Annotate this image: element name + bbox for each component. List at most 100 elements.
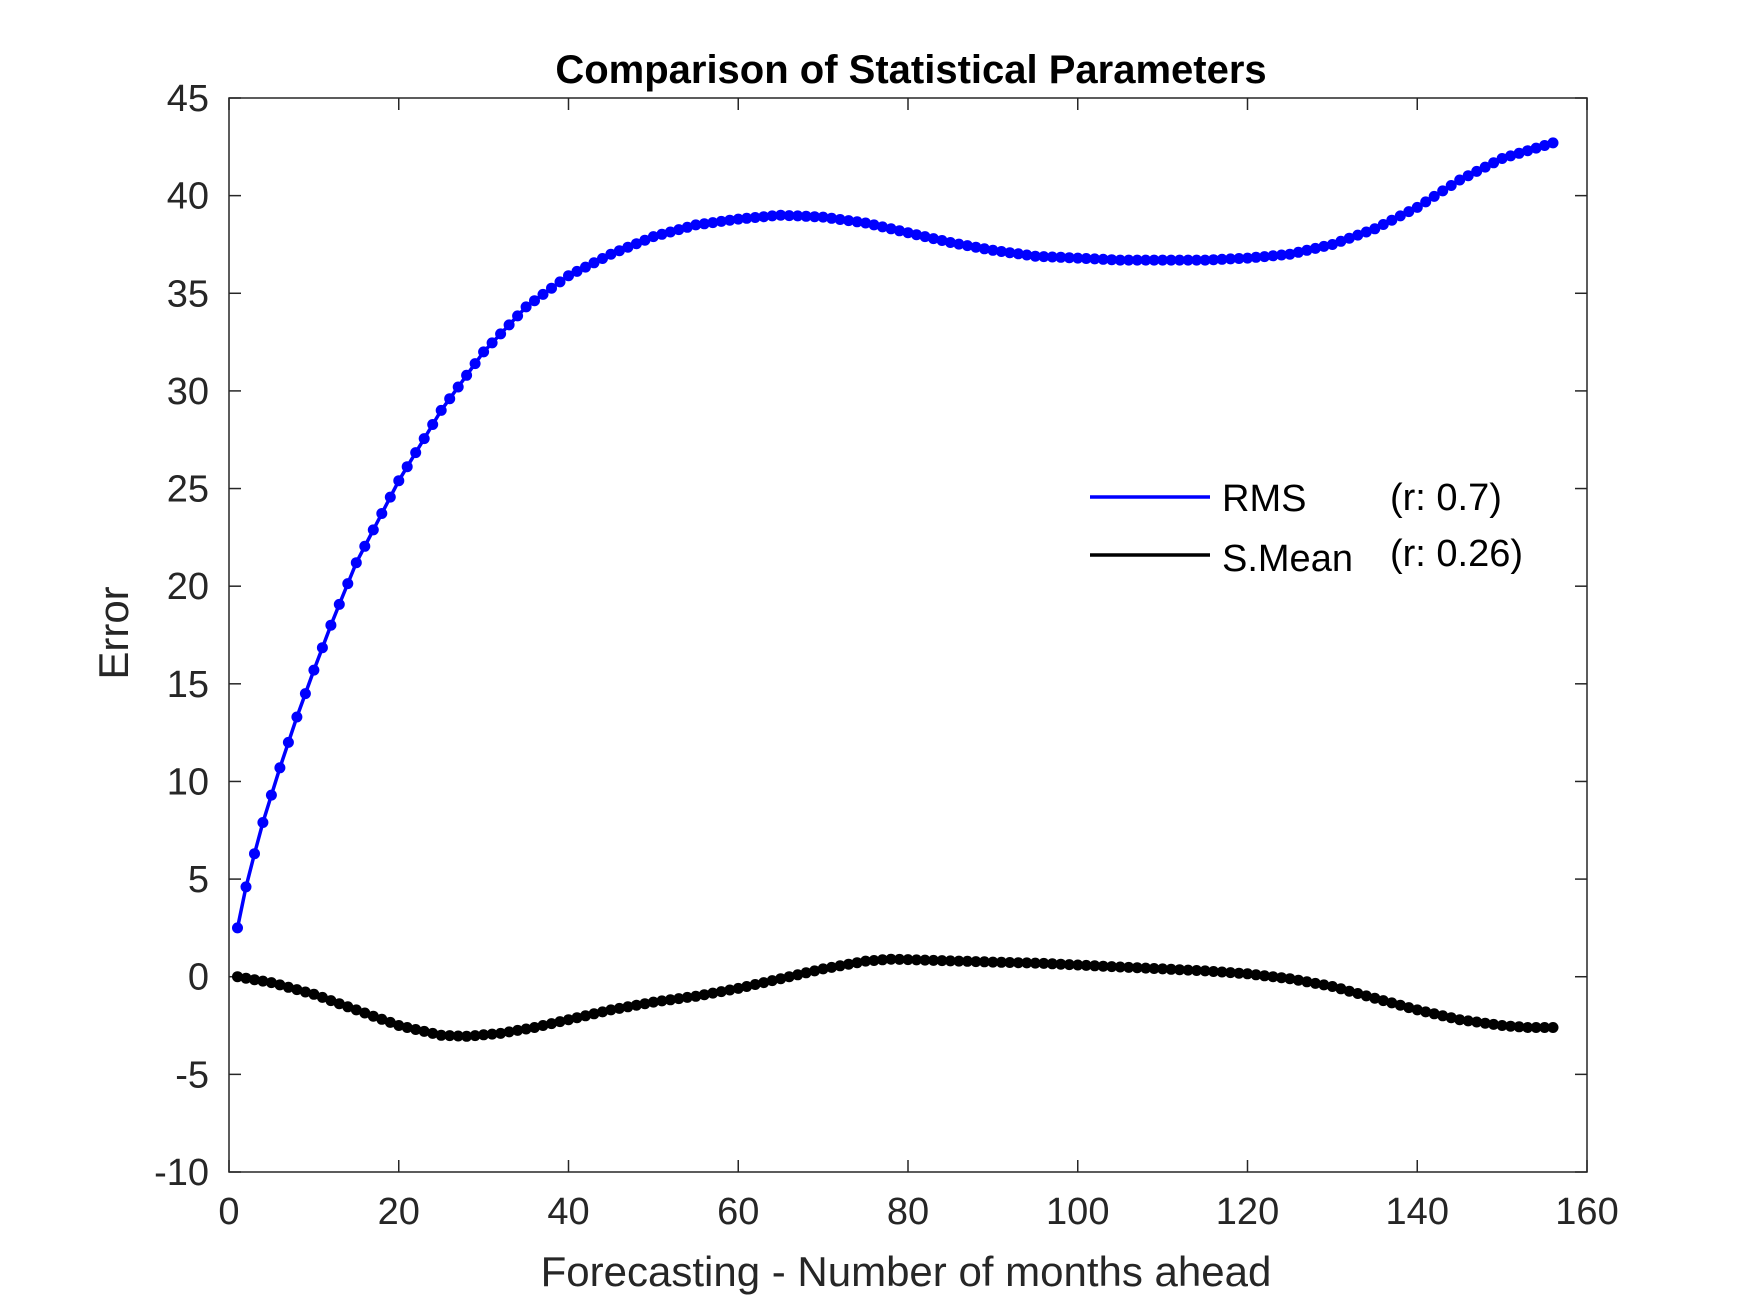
- x-tick-label: 160: [1555, 1191, 1618, 1233]
- data-point: [1513, 147, 1525, 159]
- data-point: [282, 736, 294, 748]
- data-point: [478, 1029, 490, 1041]
- data-point: [1360, 226, 1372, 238]
- data-point: [1072, 252, 1084, 264]
- data-point: [749, 979, 761, 990]
- legend: RMS (r: 0.7) S.Mean (r: 0.26): [1090, 477, 1523, 580]
- data-point: [944, 955, 956, 967]
- data-point: [1318, 979, 1330, 991]
- data-point: [1242, 252, 1253, 264]
- data-point: [707, 217, 719, 229]
- data-point: [1208, 966, 1219, 977]
- data-point: [571, 265, 583, 277]
- data-point: [664, 994, 676, 1006]
- data-point: [1131, 962, 1143, 974]
- data-point: [291, 711, 303, 723]
- data-point: [894, 953, 905, 965]
- data-point: [274, 762, 286, 774]
- data-point: [461, 369, 473, 381]
- data-point: [792, 210, 804, 222]
- axes: 0 20 40 60 80 100 120 140 160 -10 -5 0 5 10 15 20 25 30 35…: [154, 78, 1619, 1233]
- data-point: [715, 986, 727, 998]
- data-point: [580, 1010, 591, 1022]
- y-tick-label: 30: [167, 371, 209, 413]
- x-tick-label: 100: [1046, 1191, 1109, 1233]
- data-point: [1377, 995, 1389, 1007]
- data-point: [843, 958, 855, 970]
- data-point: [1055, 251, 1067, 263]
- data-point: [503, 1026, 515, 1038]
- data-point: [1021, 249, 1033, 261]
- data-point: [1386, 997, 1398, 1009]
- data-point: [469, 1030, 481, 1042]
- data-point: [257, 817, 269, 828]
- data-point: [325, 619, 337, 631]
- data-point: [571, 1012, 583, 1024]
- data-point: [1148, 254, 1160, 266]
- data-point: [520, 1023, 532, 1035]
- data-point: [1309, 977, 1321, 989]
- data-point: [792, 969, 804, 981]
- x-tick-label: 0: [218, 1191, 239, 1233]
- data-point: [1046, 958, 1058, 970]
- data-point: [1199, 965, 1211, 977]
- y-axis-label: Error: [90, 586, 137, 679]
- data-point: [1004, 957, 1016, 968]
- data-point: [1420, 1006, 1432, 1018]
- data-point: [1276, 972, 1287, 984]
- data-point: [1318, 240, 1330, 252]
- data-point: [1292, 246, 1304, 258]
- data-point: [987, 956, 999, 968]
- data-point: [308, 664, 320, 676]
- data-point: [1479, 161, 1491, 173]
- data-point: [995, 956, 1007, 968]
- data-point: [537, 1020, 549, 1031]
- data-point: [580, 261, 591, 273]
- data-point: [1157, 963, 1169, 975]
- data-point: [1284, 248, 1296, 260]
- data-point: [1165, 254, 1177, 266]
- data-point: [495, 1027, 507, 1039]
- data-point: [1157, 254, 1169, 266]
- x-tick-label: 80: [887, 1191, 929, 1233]
- data-point: [630, 238, 642, 250]
- data-point: [1208, 254, 1219, 266]
- data-point: [817, 211, 829, 223]
- data-point: [282, 981, 294, 993]
- data-point: [418, 1025, 430, 1037]
- data-point: [342, 578, 354, 590]
- data-point: [698, 218, 710, 230]
- data-point: [350, 557, 362, 569]
- data-point: [826, 961, 838, 973]
- data-point: [1437, 1010, 1449, 1022]
- data-point: [613, 245, 625, 257]
- data-point: [495, 328, 507, 340]
- data-point: [690, 219, 702, 231]
- data-point: [1225, 253, 1236, 265]
- data-point: [1038, 251, 1050, 263]
- data-point: [902, 227, 914, 239]
- data-point: [376, 508, 388, 519]
- data-point: [1394, 999, 1406, 1011]
- data-point: [1445, 1012, 1457, 1024]
- data-point: [1335, 235, 1347, 247]
- data-point: [1029, 957, 1041, 969]
- data-point: [529, 295, 540, 307]
- data-point: [766, 210, 778, 222]
- data-point: [367, 524, 379, 536]
- data-point: [911, 229, 922, 241]
- data-point: [953, 955, 965, 967]
- data-point: [486, 1028, 498, 1040]
- data-point: [800, 210, 812, 222]
- data-point: [418, 433, 430, 445]
- data-point: [1123, 961, 1135, 973]
- data-point: [868, 219, 880, 231]
- data-point: [316, 642, 328, 654]
- data-point: [435, 404, 447, 416]
- data-point: [800, 967, 812, 979]
- data-point: [724, 214, 736, 226]
- data-point: [1326, 239, 1338, 250]
- data-point: [1259, 251, 1270, 263]
- data-point: [384, 1016, 396, 1028]
- data-point: [1038, 957, 1050, 969]
